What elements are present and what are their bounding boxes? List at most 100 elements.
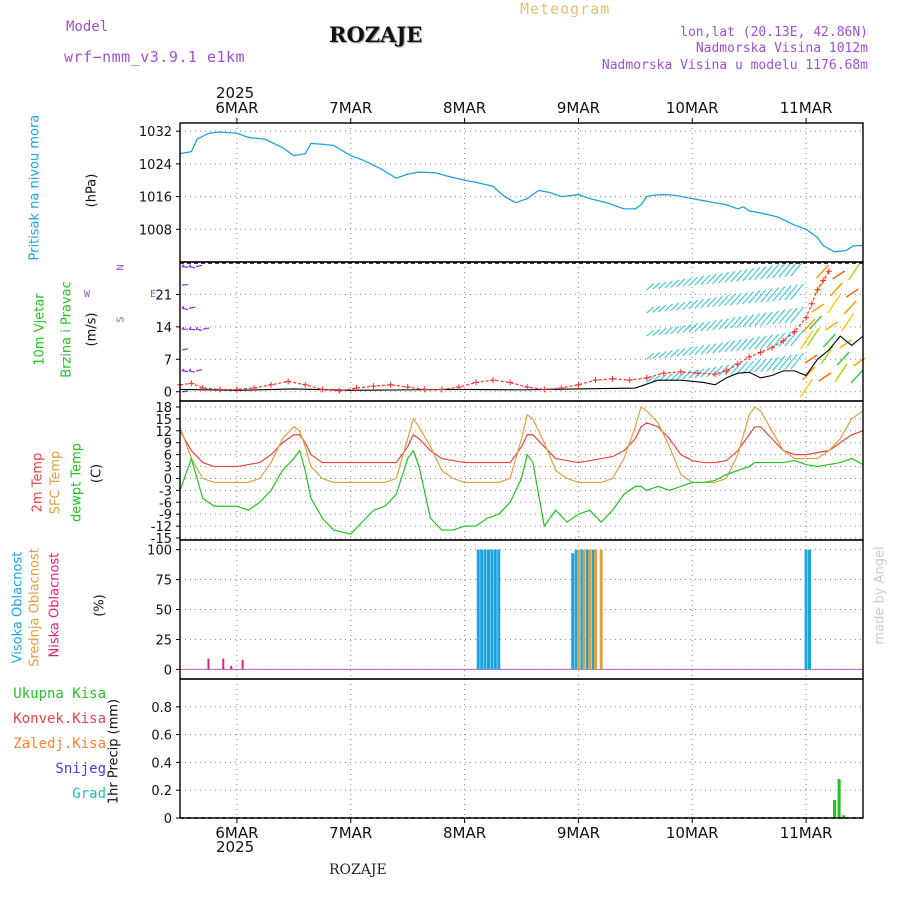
y-tick-label: 3 (164, 461, 172, 476)
wind-gust-marker (353, 385, 360, 392)
wind-barb-row (181, 348, 189, 351)
wind-gust-marker (768, 344, 775, 351)
y-tick-label: -6 (159, 496, 172, 511)
y-tick-label: 0.8 (151, 701, 172, 716)
temp-unit: (C) (89, 463, 105, 484)
cloud-high-bar (591, 549, 595, 670)
wind-gust-marker (370, 383, 377, 390)
wind-gust-marker (233, 386, 240, 393)
precip-total-bar (842, 815, 846, 818)
wind-gust-marker (216, 386, 223, 393)
compass-west: W (84, 289, 91, 300)
y-tick-label: 21 (155, 288, 172, 303)
y-tick-label: 1032 (139, 125, 172, 140)
wind-gust-marker (507, 379, 514, 386)
date-label-bottom: 7MAR (329, 824, 372, 842)
date-label-bottom: 8MAR (443, 824, 486, 842)
date-label-bottom: 9MAR (557, 824, 600, 842)
date-label-bottom: 6MAR (215, 824, 258, 842)
cloud-mid-bar (599, 549, 603, 670)
y-tick-label: 25 (155, 633, 172, 648)
date-label-bottom: 11MAR (780, 824, 833, 842)
wind-gust-marker (746, 353, 753, 360)
year-bottom: 2025 (216, 838, 255, 856)
wind-arrow-strong (850, 369, 864, 384)
cloud-high-label: Visoka Oblacnost (10, 551, 26, 664)
wind-mean-line (179, 335, 864, 391)
wind-arrow-strong (815, 264, 830, 279)
date-label-top: 6MAR (215, 99, 258, 117)
coordinates: lon,lat (20.13E, 42.86N) (680, 25, 868, 40)
sfc-label: SFC Temp (48, 450, 64, 515)
wind-arrow-strong (843, 300, 857, 315)
wind-barb-row (181, 390, 189, 393)
pressure-unit: (hPa) (84, 173, 100, 208)
y-tick-label: 14 (155, 321, 172, 336)
wind-gust-marker (575, 381, 582, 388)
wind-arrow-strong (820, 345, 834, 365)
wind-arrow-strong (848, 261, 862, 281)
legend-freezing-rain: Zaledj.Kisa (13, 736, 106, 752)
cloud-mid-label: Srednja Oblacnost (27, 548, 43, 667)
wind-gust-marker (712, 371, 719, 378)
wind-arrow-strong (841, 312, 855, 332)
year-top: 2025 (216, 84, 255, 102)
meteogram-subtitle: Meteogram (520, 0, 611, 18)
wind-gust-marker (490, 377, 497, 384)
y-tick-label: 0.2 (151, 784, 172, 799)
y-tick-label: -3 (159, 484, 172, 499)
wind-gust-marker (524, 384, 531, 391)
wind-gust-marker (472, 379, 479, 386)
cloud-low-bar (241, 659, 244, 670)
cloud-high-bar (804, 549, 808, 670)
wind-gust-marker (723, 367, 730, 374)
wind-gust-line (179, 270, 830, 392)
wind-barb-row (181, 326, 210, 331)
y-tick-label: 0.4 (151, 756, 172, 771)
wind-gust-marker (626, 377, 633, 384)
y-tick-label: 1016 (139, 191, 172, 206)
dewpt-line (179, 449, 864, 535)
wind-gust-marker (825, 268, 832, 275)
panel-frame (179, 678, 864, 819)
wind-gust-marker (250, 385, 257, 392)
cloud-mid-bar (588, 549, 592, 670)
panel-frame (179, 122, 864, 263)
cloud-high-bar (580, 549, 584, 670)
cloud-high-bar (497, 549, 501, 670)
y-tick-label: 0 (164, 386, 172, 401)
wind-gust-marker (455, 384, 462, 391)
t2m-label: 2m Temp (30, 452, 46, 513)
y-tick-label: 12 (155, 425, 172, 440)
cloud-high-bar (807, 549, 811, 670)
model-label: Model (66, 19, 109, 35)
y-tick-label: 0.6 (151, 729, 172, 744)
wind-arrow-strong (811, 303, 825, 313)
sfc-temp-line (179, 405, 864, 484)
wind-arrow-strong (825, 321, 839, 331)
compass-east: E (150, 289, 157, 300)
y-tick-label: 6 (164, 449, 172, 464)
wind-compass: W E N S (84, 262, 156, 324)
pressure-label: Pritisak na nivou mora (27, 114, 43, 261)
cloud-high-bar (571, 553, 575, 670)
wind-gust-marker (734, 360, 741, 367)
wind-gust-marker (660, 370, 667, 377)
t2m-line (179, 422, 864, 468)
panel-frame (179, 261, 864, 402)
cloud-high-bar (490, 549, 494, 670)
wind-gust-marker (643, 374, 650, 381)
wind-gust-marker (609, 375, 616, 382)
wind-arrow-strong (802, 318, 816, 333)
wind-arrow-strong (846, 288, 859, 298)
y-tick-label: 0 (164, 472, 172, 487)
wind-arrow-strong (802, 366, 816, 381)
date-label-top: 7MAR (329, 99, 372, 117)
wind-gust-marker (677, 368, 684, 375)
wind-gust-marker (694, 370, 701, 377)
cloud-high-bar (476, 549, 480, 670)
wind-arrow-strong (827, 294, 841, 314)
y-tick-label: 7 (164, 353, 172, 368)
y-tick-label: 18 (155, 401, 172, 416)
